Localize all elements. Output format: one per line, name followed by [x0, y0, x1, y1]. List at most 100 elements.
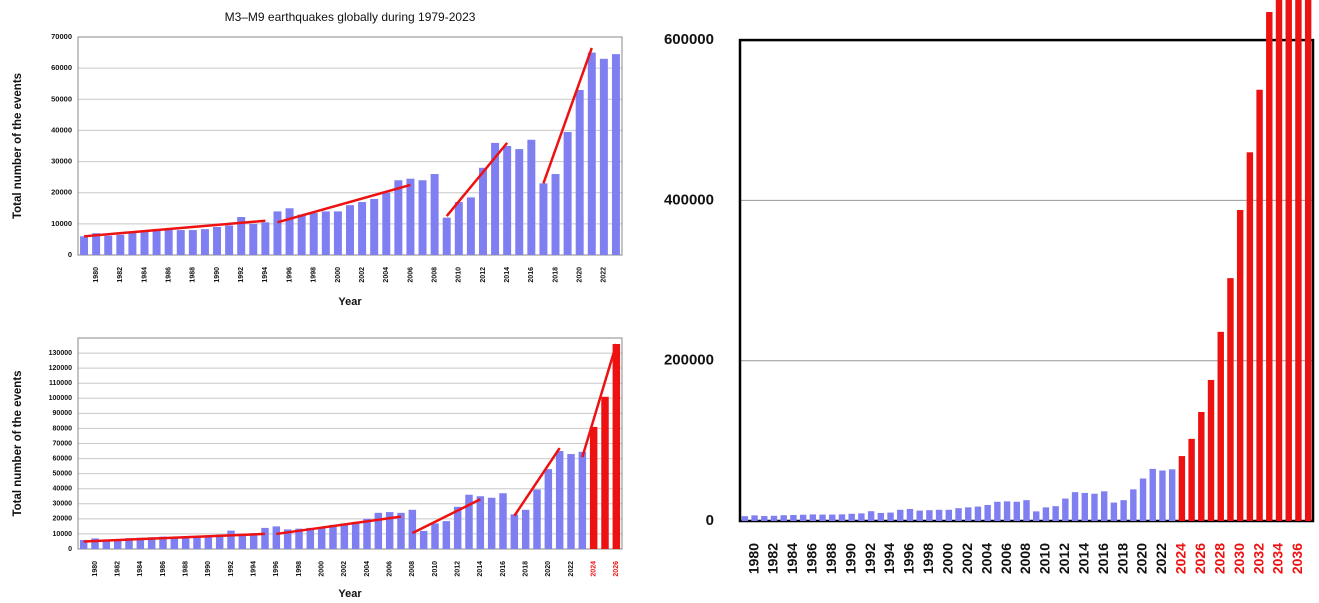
bar — [102, 539, 111, 549]
bar — [974, 506, 982, 521]
x-tick-label: 2006 — [407, 267, 414, 283]
x-tick-label: 2026 — [1192, 543, 1208, 574]
bar — [563, 131, 572, 255]
bar — [321, 211, 330, 255]
y-tick-label: 50000 — [51, 94, 72, 103]
y-tick-label: 0 — [68, 546, 72, 553]
bar — [741, 516, 749, 521]
bar — [374, 512, 383, 549]
bar — [306, 527, 315, 549]
bar — [1042, 507, 1050, 521]
bar — [249, 223, 258, 255]
x-tick-label: 2036 — [1289, 543, 1305, 574]
x-tick-label: 1982 — [115, 561, 122, 577]
bar — [1178, 456, 1186, 521]
x-tick-label: 1996 — [273, 561, 280, 577]
bar — [499, 493, 507, 549]
bar — [1120, 500, 1127, 521]
y-tick-label: 80000 — [53, 425, 73, 432]
x-tick-label: 2034 — [1270, 543, 1286, 574]
bar — [136, 537, 145, 549]
x-tick-label: 1992 — [862, 543, 878, 574]
bar — [527, 139, 536, 255]
x-tick-label: 1984 — [784, 543, 800, 574]
bar — [589, 426, 598, 549]
bar — [370, 198, 379, 255]
trend-line — [542, 47, 593, 184]
y-tick-label: 60000 — [53, 455, 73, 462]
y-tick-label: 200000 — [664, 352, 714, 369]
x-tick-label: 2004 — [978, 543, 994, 574]
bar — [539, 183, 548, 255]
bar — [340, 523, 349, 549]
x-tick-label: 2016 — [1095, 543, 1111, 574]
bar — [159, 536, 167, 549]
y-tick-label: 0 — [68, 250, 72, 259]
bar — [442, 217, 451, 255]
y-tick-label: 120000 — [49, 365, 72, 372]
bar — [751, 515, 758, 521]
bar — [113, 539, 122, 549]
bar — [181, 536, 190, 549]
bar — [273, 211, 282, 255]
bar — [397, 512, 405, 549]
y-tick-label: 110000 — [49, 380, 72, 387]
y-tick-label: 30000 — [51, 157, 72, 166]
bar — [887, 512, 894, 521]
x-tick-label: 2030 — [1231, 543, 1247, 574]
x-tick-label: 2010 — [1037, 543, 1053, 574]
bar — [858, 513, 865, 521]
y-tick-label: 70000 — [53, 440, 73, 447]
x-tick-label: 2020 — [577, 267, 584, 283]
bar — [1188, 438, 1195, 521]
bar — [213, 226, 222, 255]
x-tick-label: 1992 — [228, 561, 235, 577]
bar — [819, 514, 826, 521]
trend-line — [83, 219, 266, 238]
bar — [261, 527, 269, 549]
bar — [1149, 468, 1156, 521]
y-tick-label: 30000 — [53, 501, 73, 508]
x-tick-label: 2006 — [387, 561, 394, 577]
x-tick-label: 1990 — [842, 543, 858, 574]
bar — [1130, 489, 1137, 521]
x-tick-label: 1990 — [205, 561, 212, 577]
bar — [92, 233, 101, 255]
y-tick-label: 20000 — [51, 188, 72, 197]
y-tick-label: 600000 — [664, 31, 714, 48]
trend-line — [276, 515, 402, 536]
bar — [225, 225, 234, 255]
bar — [272, 526, 281, 549]
bar — [575, 89, 584, 255]
x-tick-label: 2004 — [364, 561, 371, 577]
trend-line — [83, 532, 266, 543]
x-tick-label: 2032 — [1250, 543, 1266, 574]
x-tick-label: 2024 — [1173, 543, 1189, 574]
bar — [91, 538, 99, 549]
bar — [1159, 470, 1166, 521]
bar — [466, 197, 475, 255]
bar — [309, 212, 318, 255]
bar — [285, 208, 294, 255]
x-tick-label: 1988 — [190, 267, 197, 283]
x-tick-label: 1996 — [901, 543, 917, 574]
bar — [394, 180, 403, 255]
bar — [261, 222, 270, 255]
x-tick-label: 2022 — [1153, 543, 1169, 574]
x-tick-label: 1998 — [311, 267, 318, 283]
bar — [567, 454, 575, 549]
bar — [1100, 491, 1108, 521]
x-tick-label: 1998 — [296, 561, 303, 577]
bar — [809, 514, 817, 521]
bar — [1285, 0, 1292, 521]
bar — [906, 508, 914, 521]
bar — [382, 192, 391, 255]
x-tick-label: 1984 — [137, 561, 144, 577]
x-tick-label: 2020 — [1134, 543, 1150, 574]
bar — [1168, 469, 1176, 521]
bar — [104, 235, 113, 255]
bar — [152, 230, 161, 255]
x-axis-label: Year — [338, 296, 362, 308]
bar — [897, 509, 904, 521]
